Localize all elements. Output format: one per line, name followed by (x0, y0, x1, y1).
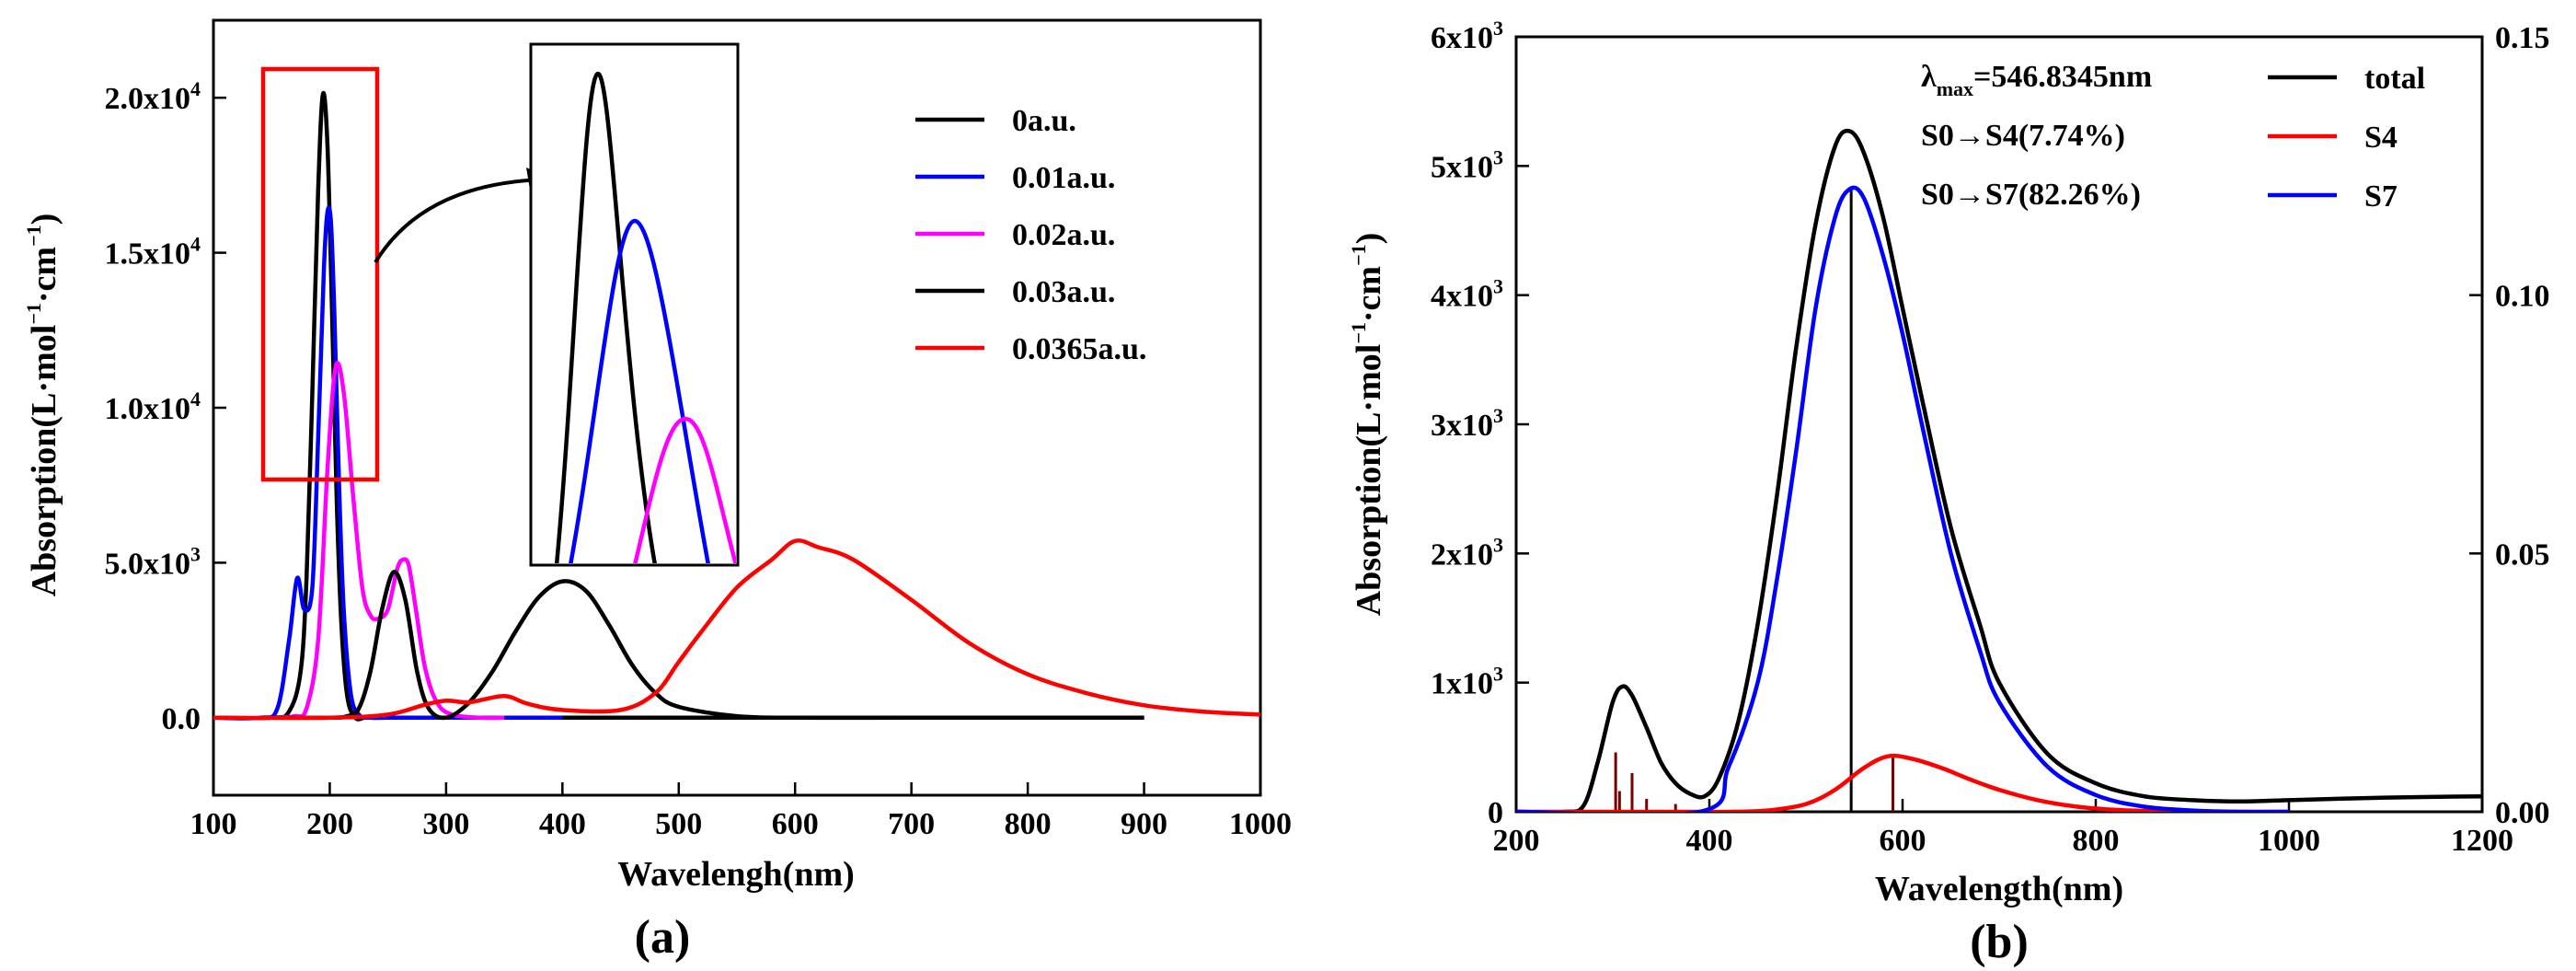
y-tick-label-a-0: 0.0 (162, 702, 201, 736)
y-tick-label-b-2: 2x103 (1431, 533, 1503, 572)
inset-curve-002au (633, 416, 736, 563)
x-tick-label-b-1200: 1200 (2451, 824, 2513, 858)
panel-label-b: (b) (1970, 916, 2029, 968)
x-tick-label-a-1000: 1000 (1229, 807, 1292, 841)
x-tick-label-a-800: 800 (1005, 807, 1052, 841)
y2-tick-label-b-2: 0.10 (2495, 280, 2550, 314)
legend-a-label-0a-u: 0a.u. (1012, 104, 1076, 138)
legend-a-label-0-0365a-u: 0.0365a.u. (1012, 332, 1146, 366)
lambda-symbol: λ (1921, 60, 1937, 94)
legend-b-label-s4: S4 (2364, 121, 2398, 155)
series-b-total (1516, 128, 2482, 812)
y-axis-label-a-part2: ·cm (25, 247, 63, 303)
y2-tick-label-b-3: 0.15 (2495, 21, 2550, 55)
y-axis-label-b-sup1: −1 (1347, 322, 1370, 344)
legend-b-label-s7: S7 (2364, 179, 2398, 214)
y-axis-label-a: Absorption(L·mol−1·cm−1) (22, 214, 63, 597)
y-tick-label-b-5: 5x103 (1431, 145, 1503, 184)
x-tick-label-a-500: 500 (655, 807, 702, 841)
series-b-s4 (1516, 753, 2289, 812)
zoom-arrow (374, 178, 544, 264)
inset-curve-001au (569, 218, 710, 563)
x-tick-label-b-600: 600 (1880, 824, 1926, 858)
lambda-subscript: max (1937, 77, 1973, 100)
y2-tick-label-b-0: 0.00 (2495, 796, 2550, 830)
annotation-b: λmax=546.8345nm S0→S4(7.74%) S0→S7(82.26… (1921, 60, 2152, 212)
legend-a-label-0-01a-u: 0.01a.u. (1012, 161, 1115, 195)
y-axis-label-a-sup1: −1 (22, 303, 45, 325)
svg-text:Absorption(L·mol−1·cm−1): Absorption(L·mol−1·cm−1) (22, 214, 63, 597)
x-tick-label-a-200: 200 (306, 807, 353, 841)
lambda-value: =546.8345nm (1973, 60, 2152, 94)
transition-s4-label: S0→S4(7.74%) (1921, 119, 2125, 153)
x-tick-label-a-100: 100 (190, 807, 237, 841)
legend-a-label-0-03a-u: 0.03a.u. (1012, 275, 1115, 309)
panel-a: 100 200 300 400 500 600 700 800 900 1000 0.0 5.0x1… (22, 18, 1292, 964)
y-tick-label-a-4: 2.0x104 (105, 77, 201, 116)
legend-b-label-total: total (2364, 62, 2425, 96)
x-tick-label-b-800: 800 (2073, 824, 2120, 858)
y-axis-label-a-part1: Absorption(L·mol (25, 325, 63, 597)
y-tick-label-b-1: 1x103 (1431, 663, 1503, 701)
y-axis-label-b-part3: ) (1350, 233, 1388, 245)
y-axis-label-a-part3: ) (25, 214, 63, 225)
panel-b: 200 400 600 800 1000 1200 0 1x103 2x103 3x103 4x1… (1347, 17, 2550, 968)
x-axis-label-b: Wavelength(nm) (1875, 870, 2123, 908)
lambda-max-label: λmax=546.8345nm (1921, 60, 2152, 100)
legend-b: total S4 S7 (2268, 62, 2425, 214)
x-axis-label-a: Wavelengh(nm) (617, 855, 855, 894)
series-a-0-0365a-u (213, 538, 1260, 721)
x-tick-label-a-600: 600 (772, 807, 819, 841)
y-tick-label-a-2: 1.0x104 (105, 387, 201, 426)
y-tick-label-b-3: 3x103 (1431, 404, 1503, 443)
legend-a: 0a.u. 0.01a.u. 0.02a.u. 0.03a.u. 0.0365a.u. (915, 104, 1146, 366)
y-axis-label-a-sup2: −1 (22, 225, 45, 247)
highlight-box (260, 66, 380, 482)
x-tick-label-b-200: 200 (1493, 824, 1540, 858)
y-axis-label-b-sup2: −1 (1347, 244, 1370, 266)
inset-curve-0au (554, 71, 657, 563)
x-tick-label-b-400: 400 (1686, 824, 1733, 858)
x-tick-label-a-300: 300 (422, 807, 469, 841)
y-tick-label-a-1: 5.0x103 (105, 542, 201, 581)
panel-label-a: (a) (635, 911, 691, 964)
y-axis-label-b: Absorption(L·mol−1·cm−1) (1347, 233, 1388, 617)
y2-tick-label-b-1: 0.05 (2495, 538, 2550, 572)
y-axis-label-b-part2: ·cm (1350, 266, 1388, 322)
series-a-0-02a-u (271, 361, 505, 721)
y-tick-label-b-6: 6x103 (1431, 17, 1503, 55)
svg-text:Absorption(L·mol−1·cm−1): Absorption(L·mol−1·cm−1) (1347, 233, 1388, 617)
series-a-0-03a-u (271, 570, 1144, 721)
plot-frame-b (1514, 35, 2484, 814)
y-tick-label-b-4: 4x103 (1431, 275, 1503, 314)
transition-s7-label: S0→S7(82.26%) (1921, 178, 2141, 212)
y-tick-label-a-3: 1.5x104 (105, 233, 201, 272)
series-b-s7 (1516, 185, 2289, 812)
y-tick-label-b-0: 0 (1488, 796, 1503, 830)
x-tick-label-b-1000: 1000 (2258, 824, 2320, 858)
x-tick-label-a-700: 700 (888, 807, 935, 841)
x-tick-label-a-400: 400 (539, 807, 586, 841)
x-tick-label-a-900: 900 (1121, 807, 1167, 841)
legend-a-label-0-02a-u: 0.02a.u. (1012, 218, 1115, 252)
y-axis-label-b-part1: Absorption(L·mol (1350, 344, 1388, 617)
